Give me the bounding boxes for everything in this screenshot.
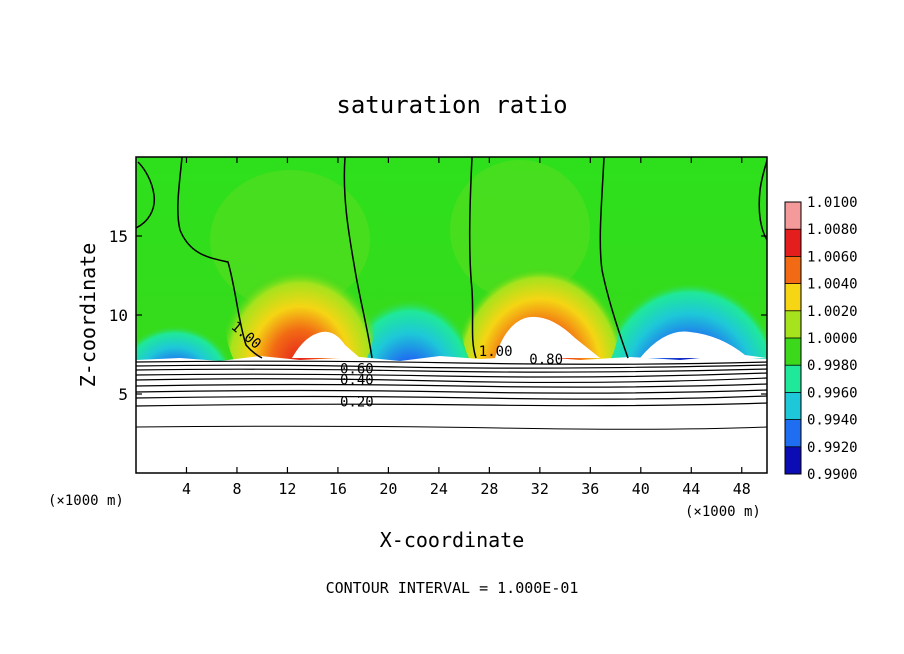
x-tick-label-16: 16	[329, 480, 347, 498]
colorbar-swatch-1	[785, 229, 801, 257]
x-tick-label-8: 8	[232, 480, 241, 498]
y-tick-label-15: 15	[109, 227, 128, 246]
colorbar: 1.0100 1.0080 1.0060 1.0040 1.0020 1.0000 0.99…	[784, 195, 858, 483]
y-tick-label-5: 5	[118, 385, 128, 404]
contour-line-100-c	[468, 157, 477, 359]
x-tick-label-20: 20	[379, 480, 397, 498]
colorbar-label-2: 1.0060	[807, 249, 858, 265]
contour-label-4: 0.40	[340, 373, 374, 389]
x-axis: 4 8 12 16 20 24 28 32 36 40 44 48	[182, 157, 751, 498]
x-tick-label-28: 28	[480, 480, 498, 498]
colorbar-swatch-0	[785, 202, 801, 230]
y-axis: 5 10 15	[109, 227, 767, 404]
colorbar-label-8: 0.9940	[807, 413, 858, 429]
colorbar-label-4: 1.0020	[807, 304, 858, 320]
y-axis-label: Z-coordinate	[76, 243, 100, 388]
y-tick-label-10: 10	[109, 306, 128, 325]
x-tick-label-12: 12	[278, 480, 296, 498]
contour-line-100-d	[599, 157, 629, 359]
contour-interval-note: CONTOUR INTERVAL = 1.000E-01	[326, 579, 579, 597]
x-tick-label-36: 36	[581, 480, 599, 498]
colorbar-label-3: 1.0040	[807, 277, 858, 293]
x-tick-label-48: 48	[733, 480, 751, 498]
colorbar-swatch-3	[785, 283, 801, 312]
colorbar-label-7: 0.9960	[807, 385, 858, 401]
colorbar-label-9: 0.9920	[807, 440, 858, 456]
x-unit-left: (×1000 m)	[48, 493, 124, 509]
colorbar-label-6: 0.9980	[807, 358, 858, 374]
colorbar-swatch-7	[785, 392, 801, 421]
x-tick-label-40: 40	[632, 480, 650, 498]
colorbar-swatch-8	[785, 419, 801, 448]
colorbar-swatch-4	[785, 310, 801, 339]
x-tick-label-44: 44	[682, 480, 700, 498]
x-axis-label: X-coordinate	[380, 528, 525, 552]
colorbar-label-5: 1.0000	[807, 331, 858, 347]
colorbar-label-0: 1.0100	[807, 195, 858, 211]
x-tick-label-32: 32	[531, 480, 549, 498]
horizontal-contours	[136, 360, 767, 430]
colorbar-label-10: 0.9900	[807, 467, 858, 483]
contour-line-100-a	[177, 157, 263, 359]
x-unit-right: (×1000 m)	[685, 504, 761, 520]
colorbar-swatch-6	[785, 365, 801, 393]
contour-label-2: 0.80	[529, 352, 563, 368]
colorbar-swatch-5	[785, 338, 801, 366]
contour-labels: 1.00 1.00 0.800.600.400.20	[228, 319, 563, 411]
colorbar-swatch-9	[785, 446, 801, 475]
contour-label-1: 1.00	[479, 344, 513, 360]
unsaturated-zone	[136, 356, 767, 473]
contour-field	[136, 157, 767, 473]
colorbar-swatch-2	[785, 256, 801, 285]
contour-line-100-b	[343, 157, 373, 359]
chart-title: saturation ratio	[336, 91, 567, 119]
x-tick-label-4: 4	[182, 480, 191, 498]
contour-label-5: 0.20	[340, 395, 374, 411]
colorbar-label-1: 1.0080	[807, 222, 858, 238]
contour-label-3: 0.60	[340, 361, 374, 377]
x-tick-label-24: 24	[430, 480, 448, 498]
